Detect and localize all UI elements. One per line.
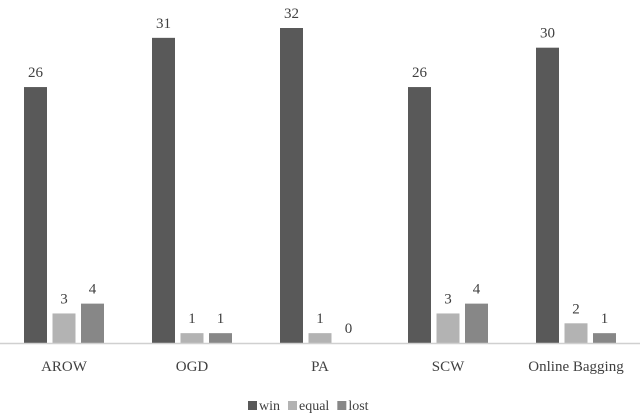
data-label: 26 — [28, 65, 44, 81]
data-label: 32 — [284, 6, 299, 22]
x-tick-label: PA — [311, 359, 329, 375]
legend: win equal lost — [248, 399, 369, 414]
data-label: 3 — [60, 291, 68, 307]
x-tick-label: SCW — [432, 359, 465, 375]
bar-lost-online-bagging — [593, 333, 616, 343]
data-label: 1 — [217, 311, 225, 327]
bar-equal-online-bagging — [564, 323, 588, 343]
bar-win-scw — [408, 87, 431, 343]
bar-win-arow — [24, 87, 47, 343]
bar-win-pa — [280, 28, 303, 343]
x-tick-label: AROW — [41, 359, 88, 375]
x-tick-label: Online Bagging — [528, 359, 624, 375]
data-label: 26 — [412, 65, 428, 81]
bar-equal-scw — [436, 313, 460, 343]
data-label: 4 — [89, 282, 97, 298]
data-label: 3 — [444, 291, 452, 307]
legend-label-equal: equal — [299, 399, 329, 414]
bar-win-ogd — [152, 37, 175, 343]
data-label: 31 — [156, 16, 171, 32]
bar-win-online-bagging — [536, 47, 559, 343]
data-label: 1 — [316, 311, 324, 327]
data-label: 4 — [473, 282, 481, 298]
bar-lost-ogd — [209, 333, 232, 343]
bars-layer: 26 3 4 31 1 1 32 1 0 26 3 4 30 2 1 — [24, 6, 616, 343]
legend-swatch-lost — [337, 401, 347, 410]
data-label: 0 — [345, 321, 353, 337]
legend-label-lost: lost — [348, 399, 368, 414]
legend-label-win: win — [259, 399, 280, 414]
legend-swatch-win — [248, 401, 257, 410]
bar-lost-scw — [465, 303, 488, 343]
bar-equal-ogd — [180, 333, 204, 343]
data-label: 1 — [601, 311, 609, 327]
bar-equal-pa — [308, 333, 332, 343]
data-label: 1 — [188, 311, 196, 327]
bar-lost-arow — [81, 303, 104, 343]
legend-swatch-equal — [288, 401, 297, 410]
x-tick-labels: AROW OGD PA SCW Online Bagging — [41, 359, 624, 375]
bar-equal-arow — [52, 313, 76, 343]
data-label: 30 — [540, 26, 555, 42]
x-tick-label: OGD — [176, 359, 209, 375]
data-label: 2 — [572, 301, 580, 317]
